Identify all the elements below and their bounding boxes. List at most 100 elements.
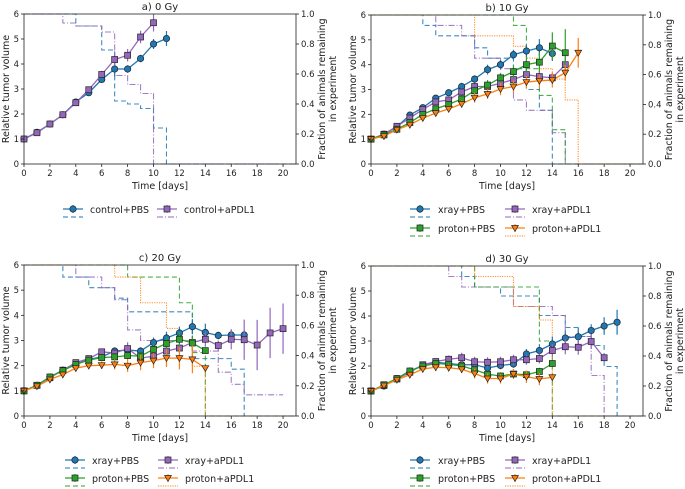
series-xray+aPDL1 [367,334,608,395]
y-tick-label: 4 [361,312,366,322]
data-point [71,365,80,373]
data-point [111,353,119,361]
y-axis-label: Relative tumor volume [348,35,359,143]
x-tick-label: 14 [200,421,211,431]
data-point [123,362,132,370]
survival-step-line [371,265,643,417]
legend-marker [164,456,172,464]
data-point [561,343,569,351]
axes-frame [370,265,644,417]
data-point [548,360,556,367]
data-point [497,358,504,366]
legend-item: control+PBS [63,205,149,218]
panel-2: b) 10 Gy0 2 4 6 8 10 12 14 16 18 2001234560.00.20.… [348,3,685,237]
legend-item: proton+aPDL1 [505,474,601,487]
legend-item: proton+PBS [410,224,495,237]
x-tick-label: 20 [625,169,636,179]
data-point [510,356,517,364]
legend-label: xray+PBS [438,205,485,216]
data-point [149,357,158,365]
x-tick-label: 12 [174,421,185,431]
data-point [432,98,440,106]
y-tick-label: 6 [14,261,19,271]
data-point [46,120,54,128]
x-tick-label: 4 [73,169,78,179]
data-point [470,94,479,102]
y-tick-label: 1 [14,135,19,145]
survival-step-line [371,265,643,417]
y-tick-label: 2 [14,362,19,372]
legend-marker [71,456,79,464]
x-tick-label: 2 [394,421,399,431]
x-tick-label: 12 [521,421,532,431]
y-tick-label: 2 [361,362,366,372]
data-point [535,346,543,355]
y-tick-label: 5 [14,286,19,296]
data-point [535,44,543,52]
x-tick-label: 18 [599,421,610,431]
legend-item: xray+PBS [410,205,485,218]
x-tick-label: 8 [472,421,477,431]
data-point [137,54,145,63]
data-point [188,323,196,331]
legend-marker [416,205,424,213]
y-right-tick-label: 0.2 [301,130,315,140]
legend-marker [416,456,424,464]
data-point [214,342,222,349]
data-point [98,348,106,356]
y-right-axis-label: in experiment [675,308,685,375]
data-point [136,359,145,367]
x-tick-label: 20 [278,169,289,179]
survival-step-line [371,265,643,417]
y-tick-label: 4 [14,311,19,321]
y-tick-label: 4 [14,60,19,70]
data-point [98,354,106,361]
y-right-axis-label: Fraction of animals remaining [664,19,675,160]
data-point [72,99,80,107]
legend-marker [163,205,171,213]
y-tick-label: 6 [14,10,19,20]
data-point [418,366,427,374]
data-point [561,69,570,77]
panel-title: a) 0 Gy [142,2,178,13]
x-axis-label: Time [days] [131,433,188,444]
panel-title: c) 20 Gy [139,253,181,264]
x-tick-label: 2 [47,169,52,179]
data-point [176,335,183,343]
data-point [483,375,492,383]
y-tick-label: 6 [361,11,366,21]
data-point [149,40,158,48]
legend-marker [71,474,79,482]
y-right-tick-label: 0.2 [648,382,662,392]
data-point [240,336,248,344]
legend-item: control+aPDL1 [157,205,255,218]
legend-marker [510,475,520,483]
series-control+PBS [20,31,171,143]
data-point [483,91,492,99]
legend-label: xray+PBS [92,456,139,467]
legend-label: proton+aPDL1 [185,474,254,485]
legend-marker [511,456,519,464]
data-point [418,115,427,123]
survival-step-line [24,13,296,165]
data-point [574,333,582,341]
data-point [522,47,530,55]
legend-label: control+PBS [90,205,149,216]
legend-item: xray+aPDL1 [505,205,591,218]
x-tick-label: 0 [21,421,26,431]
data-point [279,325,287,333]
series-line [23,22,155,140]
data-point [85,356,93,364]
survival-step-line [371,14,643,165]
y-tick-label: 5 [14,35,19,45]
x-axis-label: Time [days] [478,181,535,192]
y-right-axis-label: in experiment [328,307,339,374]
data-point [59,111,67,119]
x-axis-label: Time [days] [131,181,188,192]
data-point [379,133,388,141]
data-point [33,129,41,137]
y-right-tick-label: 0.0 [648,412,662,422]
data-point [189,339,196,347]
data-point [150,345,157,353]
y-right-tick-label: 0.6 [648,71,662,81]
